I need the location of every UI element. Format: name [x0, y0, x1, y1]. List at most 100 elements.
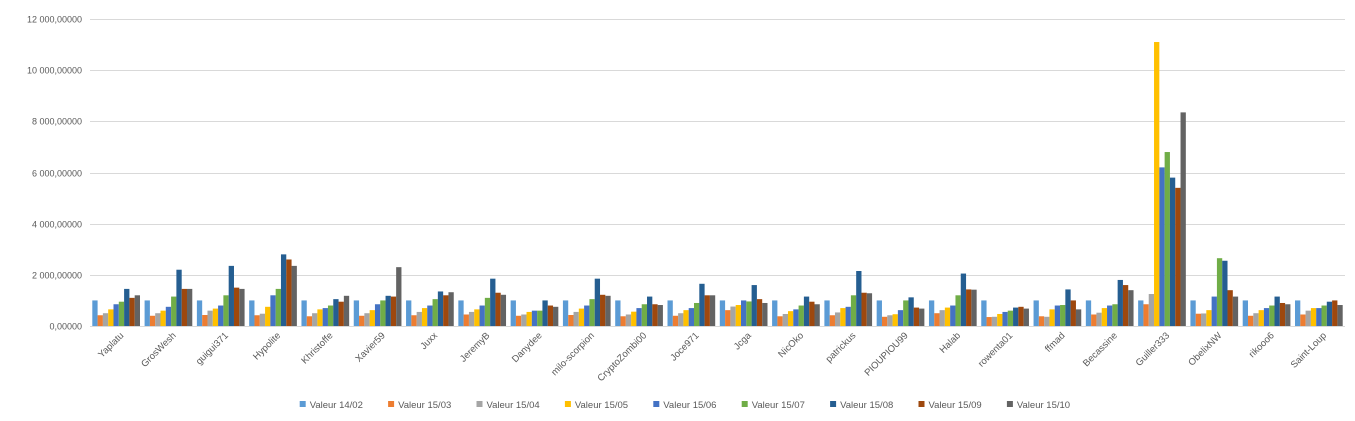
bar — [333, 299, 339, 326]
bar — [840, 308, 846, 326]
bar — [275, 288, 281, 326]
y-tick-label: 12 000,00000 — [27, 15, 82, 25]
bar — [678, 313, 684, 326]
bar — [468, 311, 475, 326]
bar — [286, 259, 292, 326]
bar — [155, 313, 161, 326]
bar — [1180, 112, 1186, 326]
bar — [490, 278, 496, 326]
bar — [364, 313, 370, 326]
bar — [955, 295, 961, 326]
bar — [1164, 152, 1170, 326]
legend: Valeur 14/02 Valeur 15/03 Valeur 15/04 Vale… — [299, 400, 1070, 411]
bar — [1332, 300, 1338, 326]
x-category-label: Hypolite — [251, 330, 283, 362]
bar — [1248, 315, 1254, 326]
gridlines — [90, 19, 1345, 327]
bar — [1091, 314, 1097, 326]
bar — [1085, 300, 1092, 326]
bar — [374, 304, 381, 326]
legend-swatch — [653, 401, 660, 407]
bar — [118, 301, 125, 326]
bar — [1253, 313, 1259, 326]
bar — [239, 288, 245, 326]
bar — [396, 267, 402, 326]
bar — [589, 299, 595, 326]
bar — [542, 300, 548, 326]
bar — [1154, 42, 1160, 327]
bar — [730, 306, 736, 326]
bar — [432, 299, 438, 326]
legend-label: Valeur 15/05 — [575, 400, 628, 411]
bar — [997, 313, 1003, 326]
bar — [1169, 177, 1176, 326]
x-category-label: Becassine — [1081, 330, 1120, 369]
bar — [254, 315, 260, 326]
bar — [746, 301, 752, 326]
bar — [803, 296, 810, 326]
bar — [735, 305, 741, 326]
x-category-label: Danydee — [510, 330, 545, 365]
bar — [683, 310, 689, 326]
bar — [270, 295, 276, 326]
bar — [934, 313, 940, 326]
bar — [1300, 314, 1306, 326]
bar — [694, 302, 700, 326]
bar — [787, 311, 794, 326]
legend-label: Valeur 15/06 — [663, 400, 716, 411]
bar — [1159, 167, 1165, 326]
bar — [1107, 305, 1113, 326]
bar — [547, 305, 554, 326]
x-category-label: ffmad — [1043, 330, 1067, 354]
x-category-label: Guiller333 — [1134, 330, 1172, 368]
bar — [124, 288, 130, 326]
bar — [881, 316, 888, 326]
bar — [526, 311, 532, 326]
bar — [1112, 304, 1118, 326]
bar — [1195, 313, 1202, 326]
bar — [1049, 309, 1055, 326]
bar — [343, 295, 350, 326]
bar — [149, 315, 156, 326]
bar — [553, 306, 559, 326]
bar — [1033, 300, 1039, 326]
bar — [704, 295, 710, 326]
y-tick-label: 8 000,00000 — [32, 117, 82, 127]
bar — [134, 295, 140, 326]
bar — [1117, 279, 1123, 326]
bar — [223, 295, 229, 326]
bar — [186, 288, 193, 326]
bar — [578, 308, 585, 326]
y-tick-label: 2 000,00000 — [32, 271, 82, 281]
bar — [1044, 316, 1050, 326]
y-tick-label: 0,00000 — [49, 322, 82, 332]
bar — [605, 295, 611, 326]
x-category-label: Jcga — [732, 330, 754, 352]
bar — [709, 295, 716, 326]
bar — [777, 316, 783, 326]
bar — [474, 309, 480, 326]
bar — [814, 304, 820, 326]
bar — [369, 310, 375, 326]
bar — [1101, 308, 1108, 326]
bar — [861, 292, 867, 326]
bar — [824, 300, 830, 326]
bar — [908, 297, 914, 326]
x-axis: Yaplatu GrosWesh guigui371 Hypolite Khristof… — [90, 326, 1345, 384]
bar — [772, 300, 778, 326]
bar — [866, 293, 873, 326]
bar — [1175, 187, 1181, 326]
bar — [594, 278, 601, 326]
bar — [1216, 258, 1223, 326]
bar — [667, 300, 673, 326]
bar — [463, 314, 469, 326]
bar — [1310, 308, 1317, 326]
x-category-label: Yaplatu — [96, 330, 126, 360]
bar — [834, 312, 841, 326]
y-axis: 0,00000 2 000,00000 4 000,00000 6 000,00000… — [27, 15, 82, 332]
bar — [1211, 296, 1217, 326]
bar — [672, 315, 679, 326]
bar — [500, 294, 507, 326]
bar — [416, 311, 422, 326]
